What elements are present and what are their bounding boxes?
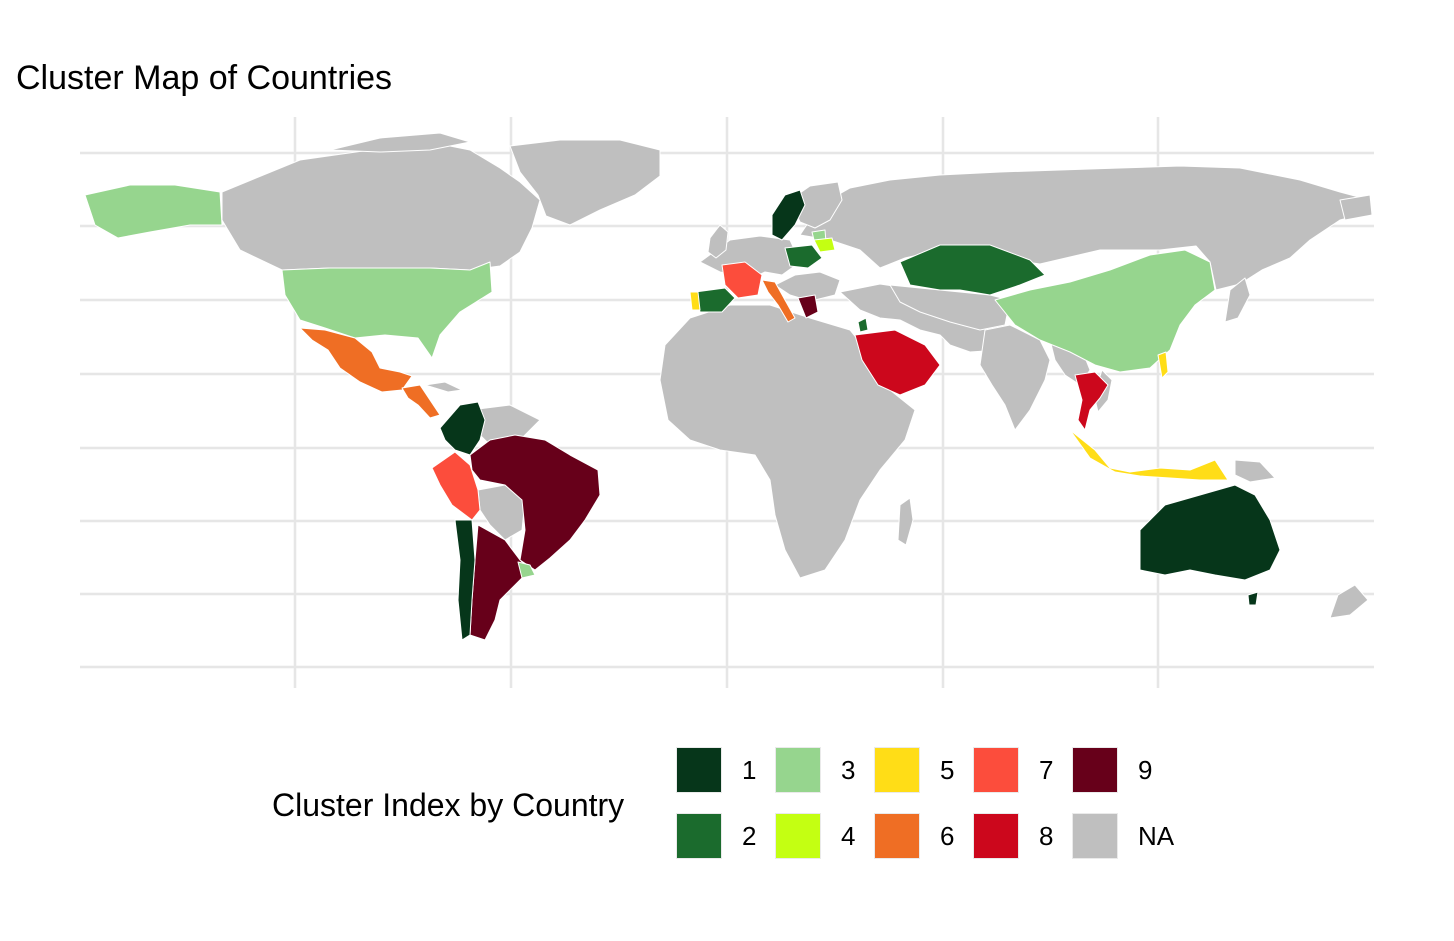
country-madagascar — [897, 497, 914, 546]
country-new-zealand — [1329, 584, 1369, 619]
country-indonesia — [1069, 429, 1229, 481]
country-australia — [1139, 484, 1281, 581]
legend-swatch — [775, 747, 821, 793]
country-uruguay — [517, 561, 536, 579]
legend-label: 5 — [940, 755, 955, 785]
legend-swatch — [973, 747, 1019, 793]
legend-swatch — [676, 747, 722, 793]
country-central-asia-grey — [889, 284, 1011, 331]
legend-label: 7 — [1039, 755, 1054, 785]
country-russia — [799, 165, 1373, 291]
country-japan — [1224, 277, 1251, 323]
country-chukotka — [1339, 194, 1373, 221]
country-peru — [431, 451, 481, 521]
country-canada — [221, 141, 541, 271]
country-jordan — [857, 317, 869, 333]
country-chile — [454, 519, 476, 641]
legend-label: 2 — [742, 821, 757, 851]
country-philippines — [1157, 351, 1169, 379]
country-sweden — [771, 189, 806, 241]
country-china — [994, 249, 1216, 373]
legend-key-7: 7 — [973, 744, 1073, 796]
country-shapes — [84, 132, 1373, 641]
country-poland — [784, 244, 823, 269]
country-united-states — [281, 261, 493, 359]
country-tasmania — [1247, 591, 1259, 606]
legend-label: 9 — [1138, 755, 1153, 785]
country-cuba — [424, 381, 463, 393]
country-africa — [659, 304, 916, 579]
country-saudi-arabia — [854, 329, 941, 396]
legend-key-3: 3 — [775, 744, 875, 796]
legend-swatch — [874, 813, 920, 859]
legend-key-1: 1 — [676, 744, 776, 796]
country-arctic-islands — [329, 132, 471, 153]
legend-label: 8 — [1039, 821, 1054, 851]
legend-key-5: 5 — [874, 744, 974, 796]
chart-title: Cluster Map of Countries — [16, 59, 393, 97]
legend-label: 4 — [841, 821, 856, 851]
country-belarus-region — [813, 237, 836, 253]
country-france — [721, 261, 763, 299]
legend-swatch — [676, 813, 722, 859]
country-colombia — [439, 401, 486, 456]
country-scandinavia-grey — [789, 181, 843, 229]
legend-label: 1 — [742, 755, 757, 785]
legend-key-8: 8 — [973, 810, 1073, 862]
legend-key-2: 2 — [676, 810, 776, 862]
country-kazakhstan — [899, 244, 1046, 296]
country-india-region — [979, 324, 1051, 431]
legend-label: 6 — [940, 821, 955, 851]
country-uk — [707, 224, 729, 259]
country-greece — [797, 294, 819, 319]
country-portugal — [689, 291, 701, 311]
legend: 1 2 3 4 5 6 7 8 9 NA — [676, 744, 1236, 874]
legend-swatch — [1072, 813, 1118, 859]
country-central-america — [401, 384, 441, 419]
legend-swatch — [874, 747, 920, 793]
country-greenland — [509, 139, 661, 226]
legend-swatch — [1072, 747, 1118, 793]
country-thailand — [1074, 371, 1109, 431]
country-alaska-usa — [84, 184, 223, 239]
legend-key-na: NA — [1072, 810, 1175, 862]
country-mexico — [299, 327, 413, 393]
legend-key-4: 4 — [775, 810, 875, 862]
legend-key-9: 9 — [1072, 744, 1172, 796]
legend-label: NA — [1138, 821, 1175, 851]
legend-label: 3 — [841, 755, 856, 785]
country-argentina — [469, 524, 531, 641]
legend-key-6: 6 — [874, 810, 974, 862]
country-brazil — [469, 434, 601, 571]
legend-swatch — [775, 813, 821, 859]
country-balkans-grey — [774, 271, 841, 301]
legend-swatch — [973, 813, 1019, 859]
legend-title: Cluster Index by Country — [272, 787, 625, 823]
country-italy — [761, 279, 796, 323]
country-png — [1234, 459, 1276, 483]
